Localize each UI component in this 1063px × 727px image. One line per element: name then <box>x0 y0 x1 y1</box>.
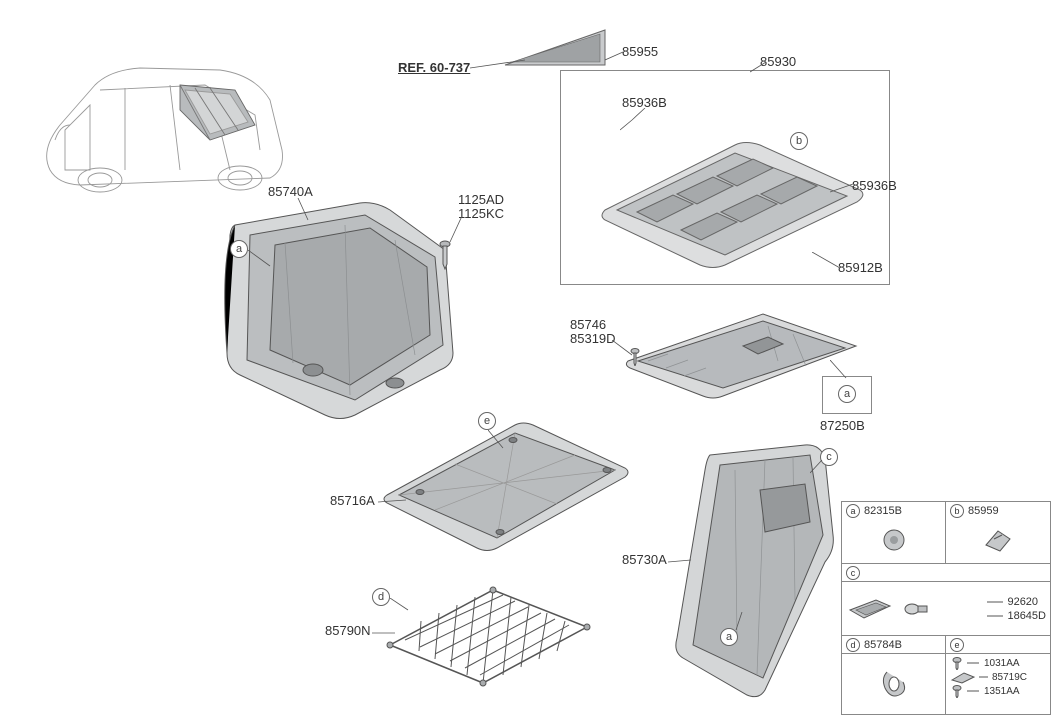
legend-1351AA: 1351AA <box>984 686 1020 697</box>
icon-lamp <box>846 592 896 626</box>
legend-circle-b: b <box>950 504 964 518</box>
left-side-trim <box>215 195 465 425</box>
legend-18645D: 18645D <box>1007 610 1046 622</box>
luggage-net <box>375 575 600 690</box>
icon-screw-top <box>950 656 964 670</box>
label-85730A: 85730A <box>622 552 667 567</box>
legend-85719C: 85719C <box>992 672 1027 683</box>
legend-85784B: 85784B <box>864 639 902 651</box>
icon-fastener <box>846 518 941 561</box>
icon-bulb <box>902 599 930 619</box>
label-85912B: 85912B <box>838 260 883 275</box>
label-85955: 85955 <box>622 44 658 59</box>
ref-label: REF. 60-737 <box>398 60 470 75</box>
icon-bumper <box>950 670 976 684</box>
circle-e-mat: e <box>478 412 496 430</box>
icon-hook <box>846 656 941 712</box>
legend-85959: 85959 <box>968 505 999 517</box>
legend-circle-a: a <box>846 504 860 518</box>
legend-1031AA: 1031AA <box>984 658 1020 669</box>
circle-a-left: a <box>230 240 248 258</box>
label-85716A: 85716A <box>330 493 375 508</box>
screw-1125 <box>438 240 452 270</box>
icon-clip <box>950 518 1046 561</box>
label-1125AD: 1125AD <box>458 192 504 207</box>
legend-table: a 82315B b 85959 c <box>841 501 1051 715</box>
label-85936B-2: 85936B <box>852 178 897 193</box>
legend-92620: 92620 <box>1007 596 1038 608</box>
legend-circle-d: d <box>846 638 860 652</box>
label-85740A: 85740A <box>268 184 313 199</box>
right-side-trim <box>665 440 840 700</box>
circle-d-net: d <box>372 588 390 606</box>
icon-screw-bot <box>950 684 964 698</box>
circle-a-87250: a <box>838 385 856 403</box>
label-85790N: 85790N <box>325 623 371 638</box>
vehicle-wireframe <box>30 30 300 220</box>
legend-circle-c: c <box>846 566 860 580</box>
legend-circle-e: e <box>950 638 964 652</box>
screw-85746 <box>630 348 640 366</box>
legend-82315B: 82315B <box>864 505 902 517</box>
label-85319D: 85319D <box>570 331 616 346</box>
circle-b-shelf: b <box>790 132 808 150</box>
label-85746: 85746 <box>570 317 606 332</box>
circle-a-right: a <box>720 628 738 646</box>
label-87250B: 87250B <box>820 418 865 433</box>
